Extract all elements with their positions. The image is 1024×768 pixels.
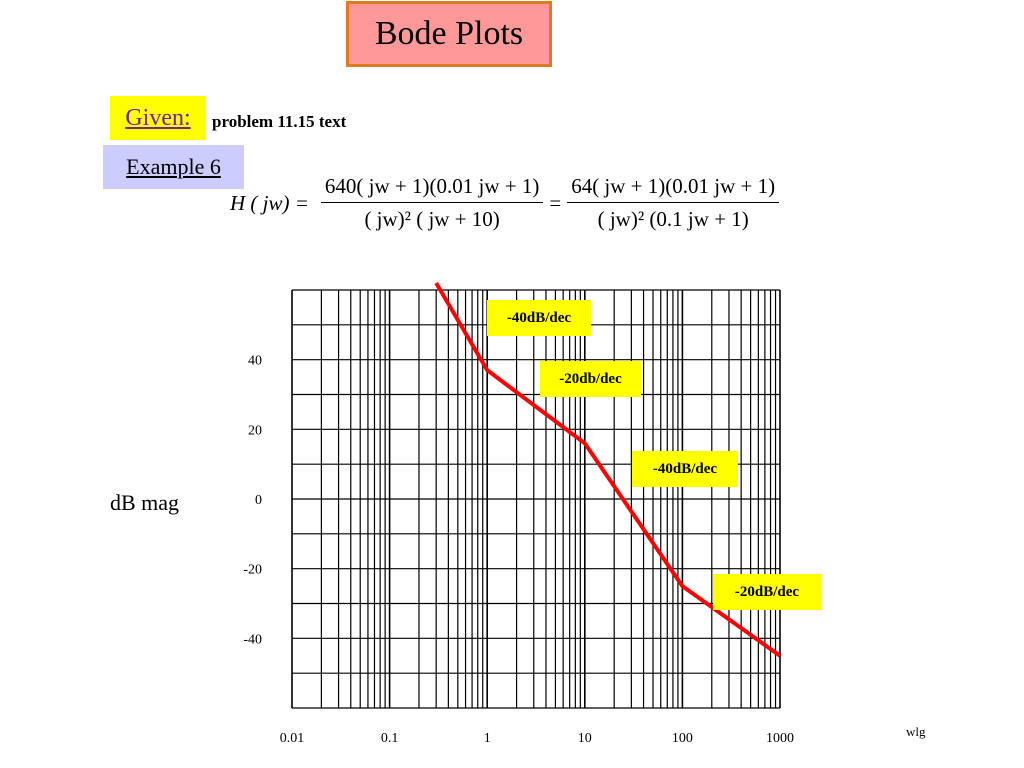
- x-tick-label: 100: [672, 731, 693, 746]
- x-tick-label: 0.1: [381, 731, 399, 746]
- equation-lhs: H ( jw) =: [230, 190, 309, 215]
- given-text: problem 11.15 text: [212, 112, 347, 131]
- title-text: Bode Plots: [374, 15, 524, 52]
- x-tick-label: 1: [484, 731, 491, 746]
- slope-annotation: -40dB/dec: [632, 451, 738, 487]
- y-tick-label: 0: [255, 493, 262, 508]
- x-tick-label: 0.01: [280, 731, 305, 746]
- equation-fraction-1: 640( jw + 1)(0.01 jw + 1) ( jw)² ( jw + …: [320, 174, 544, 232]
- y-axis-label: dB mag: [110, 490, 180, 515]
- equation-fraction-1-numerator: 640( jw + 1)(0.01 jw + 1): [320, 174, 544, 203]
- y-tick-label: -20: [243, 563, 262, 578]
- equation-fraction-1-denominator: ( jw)² ( jw + 10): [364, 207, 500, 231]
- transfer-function-equation: H ( jw) = 640( jw + 1)(0.01 jw + 1) ( jw…: [230, 168, 785, 238]
- equation-equals: =: [549, 190, 562, 215]
- y-tick-label: 20: [248, 423, 262, 438]
- page-title: Bode Plots: [346, 1, 552, 67]
- footer-initials: wlg: [906, 724, 926, 739]
- example-label: Example 6: [103, 145, 244, 189]
- slope-annotation: -40dB/dec: [487, 300, 591, 336]
- equation-fraction-2-numerator: 64( jw + 1)(0.01 jw + 1): [567, 174, 780, 203]
- given-label: Given:: [110, 96, 206, 140]
- given-label-text: Given:: [125, 104, 191, 131]
- example-label-text: Example 6: [126, 154, 221, 179]
- slope-annotation: -20db/dec: [540, 361, 641, 397]
- x-tick-label: 10: [578, 731, 592, 746]
- y-tick-label: -40: [243, 632, 262, 647]
- y-tick-label: 40: [248, 354, 262, 369]
- equation-fraction-2: 64( jw + 1)(0.01 jw + 1) ( jw)² (0.1 jw …: [567, 174, 780, 232]
- x-tick-label: 1000: [766, 731, 794, 746]
- equation-fraction-2-denominator: ( jw)² (0.1 jw + 1): [597, 207, 749, 231]
- slope-annotation: -20dB/dec: [713, 574, 821, 610]
